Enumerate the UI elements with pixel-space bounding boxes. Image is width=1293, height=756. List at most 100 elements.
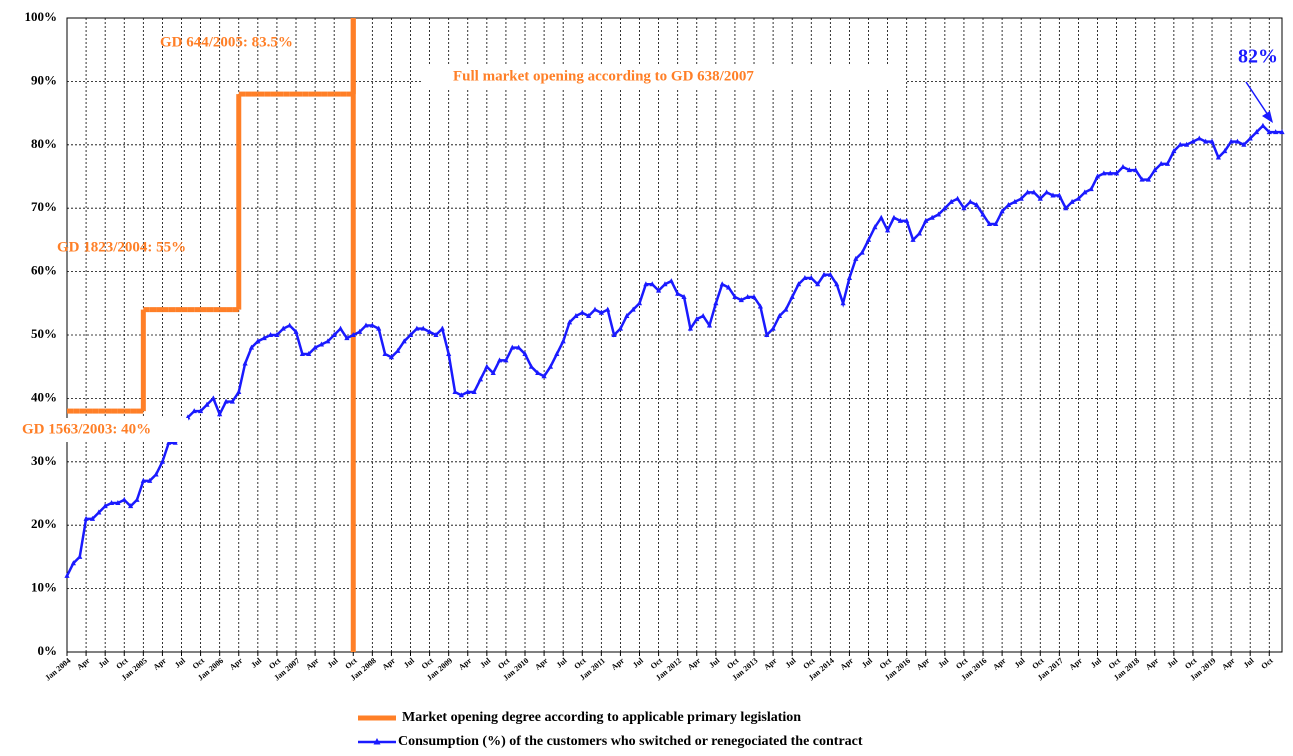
y-tick-label: 70% [31, 199, 57, 214]
point-marker [1094, 173, 1101, 179]
point-marker [655, 287, 662, 293]
point-marker [592, 306, 598, 312]
point-marker [878, 214, 884, 220]
point-marker [675, 290, 681, 296]
point-marker [446, 351, 452, 357]
y-tick-label: 40% [31, 389, 57, 404]
point-marker [204, 401, 210, 407]
point-marker [299, 351, 305, 357]
point-marker [458, 392, 464, 398]
y-tick-label: 20% [31, 516, 57, 531]
point-marker [611, 332, 617, 337]
point-marker [274, 332, 280, 337]
point-marker [96, 509, 102, 515]
point-marker [83, 515, 89, 521]
point-marker [452, 389, 458, 395]
point-marker [267, 332, 274, 337]
point-marker [789, 293, 795, 299]
point-marker [586, 312, 592, 318]
point-marker [751, 293, 757, 299]
point-marker [477, 376, 484, 382]
point-marker [573, 312, 579, 318]
point-marker [700, 312, 706, 318]
point-marker [617, 325, 624, 331]
point-marker [223, 398, 229, 404]
annotation: GD 1563/2003: 40% [22, 421, 151, 437]
point-marker [1241, 141, 1247, 147]
point-marker [993, 221, 999, 227]
point-marker [503, 357, 509, 363]
point-marker [764, 332, 770, 337]
point-marker [687, 325, 694, 331]
point-marker [1209, 138, 1215, 144]
annotation: 82% [1238, 46, 1278, 68]
point-marker [725, 284, 732, 290]
point-marker [1196, 135, 1202, 141]
point-marker [904, 217, 910, 223]
y-tick-label: 30% [31, 453, 57, 468]
legend-label: Consumption (%) of the customers who swi… [398, 734, 863, 749]
point-marker [1145, 176, 1152, 182]
point-marker [1279, 129, 1285, 135]
point-marker [395, 347, 401, 353]
point-marker [1228, 138, 1234, 144]
point-marker [1044, 189, 1050, 195]
point-marker [967, 198, 973, 204]
point-marker [974, 202, 980, 208]
point-marker [916, 230, 923, 236]
point-marker [229, 398, 235, 404]
point-marker [840, 300, 846, 306]
point-marker [605, 306, 611, 312]
point-marker [1024, 189, 1031, 195]
point-marker [407, 332, 414, 337]
point-marker [1234, 138, 1241, 144]
point-marker [1107, 170, 1113, 176]
point-marker [128, 503, 134, 509]
point-marker [834, 281, 840, 287]
point-marker [484, 363, 490, 369]
point-marker [1031, 189, 1037, 195]
y-tick-label: 100% [25, 9, 58, 24]
point-marker [191, 408, 197, 414]
point-marker [255, 338, 261, 344]
point-marker [770, 325, 776, 331]
point-marker [217, 411, 223, 417]
point-marker [496, 357, 503, 363]
plot-border [66, 17, 1283, 653]
point-marker [1133, 167, 1139, 173]
point-marker [942, 205, 948, 211]
point-marker [757, 303, 763, 309]
legend-label: Market opening degree according to appli… [402, 710, 801, 725]
point-marker [1063, 205, 1069, 211]
point-marker [1069, 198, 1075, 204]
annotation-box [422, 64, 906, 90]
point-marker [312, 344, 318, 350]
point-marker [808, 274, 814, 280]
point-marker [547, 363, 554, 369]
point-marker [980, 211, 986, 217]
point-marker [108, 500, 115, 506]
annotation: Full market opening according to GD 638/… [453, 68, 754, 84]
point-marker [64, 572, 70, 578]
point-marker [846, 274, 853, 280]
point-marker [719, 281, 725, 287]
arrow-head [1262, 111, 1273, 123]
point-marker [643, 281, 649, 287]
marks [64, 18, 1285, 652]
point-marker [140, 477, 146, 483]
point-marker [522, 351, 528, 357]
point-marker [885, 227, 891, 233]
point-marker [554, 351, 560, 357]
point-marker [776, 312, 783, 318]
point-marker [115, 500, 121, 506]
y-tick-label: 60% [31, 263, 57, 278]
point-marker [325, 338, 331, 344]
point-marker [102, 503, 108, 509]
point-marker [350, 332, 356, 337]
point-marker [121, 496, 127, 502]
point-marker [280, 325, 286, 331]
point-marker [821, 271, 827, 277]
point-marker [865, 236, 872, 242]
